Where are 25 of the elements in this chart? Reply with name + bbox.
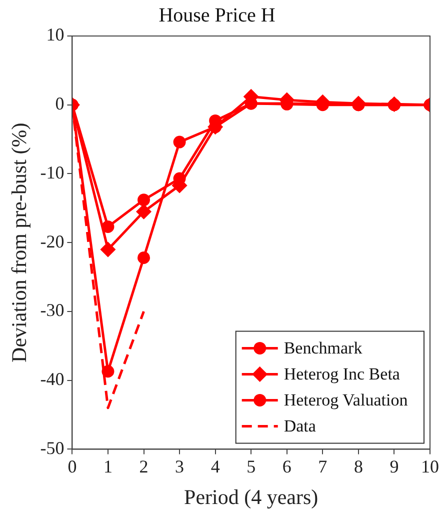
x-axis-title: Period (4 years) [184,484,318,509]
x-tick-label: 9 [390,456,399,477]
chart-title: House Price H [158,4,276,26]
y-tick-label: -20 [40,231,64,252]
x-tick-label: 0 [68,456,77,477]
legend-label: Heterog Valuation [284,390,408,410]
y-tick-label: -30 [40,300,64,320]
legend-label: Benchmark [284,338,363,358]
y-tick-label: 10 [46,24,64,45]
legend-label: Data [284,416,316,436]
x-tick-label: 8 [354,456,363,477]
x-tick-label: 4 [210,456,220,477]
x-tick-label: 2 [139,456,148,477]
y-tick-label: 0 [55,94,64,114]
x-tick-label: 7 [318,456,328,477]
x-tick-label: 10 [421,456,439,477]
y-axis-title: Deviation from pre-bust (%) [7,122,32,362]
y-tick-label: -50 [40,438,64,458]
legend-label: Heterog Inc Beta [284,364,400,384]
x-tick-label: 6 [282,456,292,477]
y-tick-label: -10 [40,162,64,182]
x-tick-label: 1 [103,456,112,477]
x-tick-label: 3 [175,456,184,477]
x-tick-label: 5 [246,456,256,477]
y-tick-label: -40 [40,369,64,390]
